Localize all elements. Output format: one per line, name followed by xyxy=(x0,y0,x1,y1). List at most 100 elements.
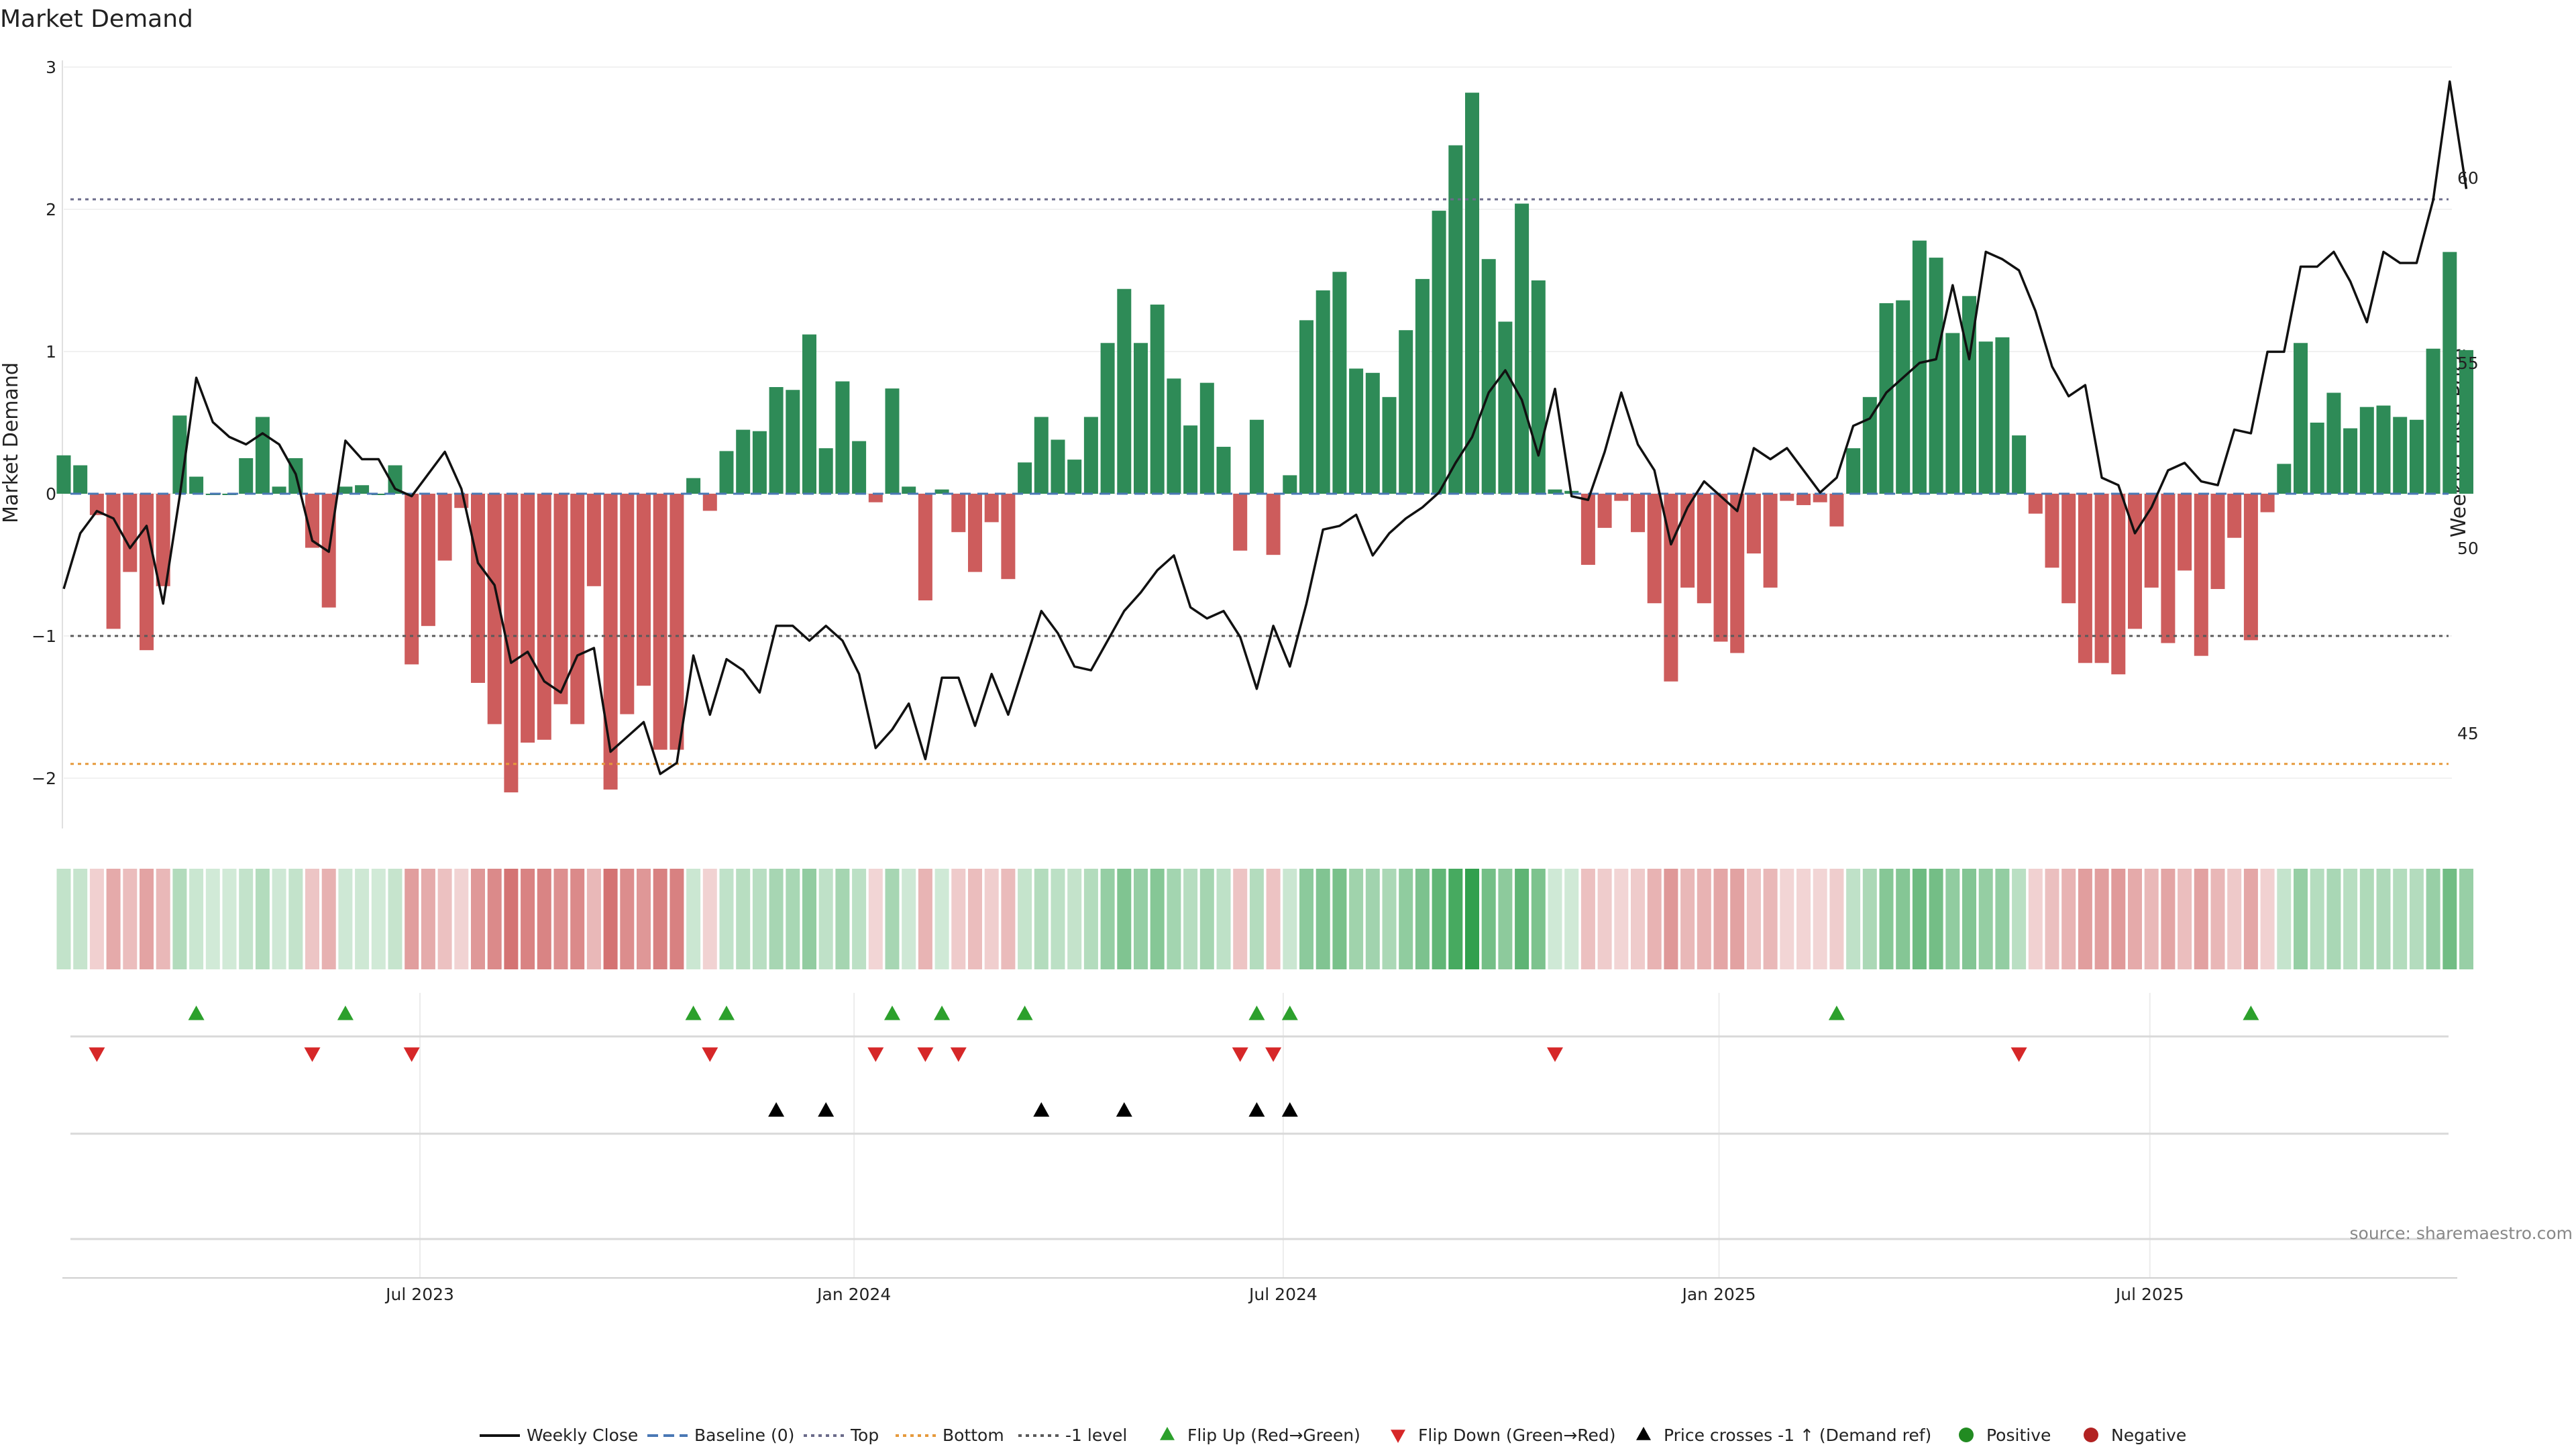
legend-label: Top xyxy=(850,1426,879,1445)
positive-bar xyxy=(786,390,800,494)
heat-cell xyxy=(769,869,784,969)
positive-bar xyxy=(835,381,850,494)
negative-bar xyxy=(2045,494,2059,568)
heat-cell xyxy=(752,869,767,969)
positive-bar xyxy=(1067,460,1082,494)
heat-cell xyxy=(2426,869,2440,969)
positive-bar xyxy=(1399,330,1413,494)
heat-cell xyxy=(686,869,701,969)
heat-cell xyxy=(1399,869,1413,969)
positive-bar xyxy=(902,486,916,494)
heat-cell xyxy=(2359,869,2374,969)
heat-cell xyxy=(669,869,684,969)
negative-bar xyxy=(868,494,883,502)
heat-cell xyxy=(371,869,386,969)
heat-cell xyxy=(2045,869,2059,969)
flip-up-marker xyxy=(1248,1006,1265,1020)
positive-bar xyxy=(1448,145,1463,494)
flip-up-marker xyxy=(1281,1006,1298,1020)
negative-bar xyxy=(620,494,635,714)
heat-cell xyxy=(2393,869,2408,969)
negative-bar xyxy=(984,494,999,523)
positive-bar xyxy=(1316,290,1330,494)
positive-bar xyxy=(1167,378,1181,494)
heat-cell xyxy=(2144,869,2159,969)
heat-cell xyxy=(2294,869,2308,969)
flip-down-marker xyxy=(304,1047,321,1062)
heat-cell xyxy=(1365,869,1380,969)
negative-bar xyxy=(106,494,121,629)
flip-down-marker xyxy=(1232,1047,1248,1062)
positive-bar xyxy=(1150,305,1165,494)
heat-cell xyxy=(405,869,419,969)
positive-bar xyxy=(2277,464,2292,494)
negative-bar xyxy=(2078,494,2092,663)
heat-cell xyxy=(355,869,370,969)
heat-cell xyxy=(2210,869,2225,969)
positive-bar xyxy=(1100,343,1115,494)
price-series xyxy=(62,80,2468,775)
price-cross-marker xyxy=(1248,1102,1265,1117)
heat-cell xyxy=(2194,869,2208,969)
price-cross-marker xyxy=(1281,1102,1298,1117)
positive-bar xyxy=(388,465,402,494)
heat-cell xyxy=(1896,869,1911,969)
positive-bar xyxy=(1332,272,1347,494)
positive-bar xyxy=(1465,93,1479,494)
negative-bar xyxy=(702,494,717,511)
x-axis-ticks: Jul 2023 Jan 2024 Jul 2024 Jan 2025 Jul 2025 xyxy=(384,1285,2184,1304)
heat-cell xyxy=(1216,869,1231,969)
heat-cell xyxy=(2409,869,2424,969)
heat-cell xyxy=(852,869,867,969)
heat-cell xyxy=(1846,869,1861,969)
negative-bar xyxy=(570,494,585,724)
heat-cell xyxy=(1266,869,1281,969)
negative-bar xyxy=(2194,494,2208,656)
legend-label: Positive xyxy=(1986,1426,2051,1445)
weekly-close-line xyxy=(62,80,2468,775)
heat-cell xyxy=(1929,869,1943,969)
negative-bar xyxy=(537,494,551,740)
negative-bar xyxy=(1614,494,1629,501)
legend-label: Flip Up (Red→Green) xyxy=(1187,1426,1360,1445)
negative-bar xyxy=(504,494,519,793)
heat-cell xyxy=(1299,869,1313,969)
price-cross-marker xyxy=(1116,1102,1132,1117)
positive-bar xyxy=(885,388,900,494)
heat-cell xyxy=(603,869,618,969)
heat-cell xyxy=(521,869,535,969)
heat-cell xyxy=(2128,869,2142,969)
negative-bar xyxy=(2243,494,2258,641)
legend-label: Flip Down (Green→Red) xyxy=(1418,1426,1616,1445)
heat-cell xyxy=(1597,869,1612,969)
heat-cell xyxy=(1167,869,1181,969)
heat-cell xyxy=(1117,869,1132,969)
event-markers xyxy=(89,1006,2259,1117)
positive-bar xyxy=(1283,475,1297,494)
heat-cell xyxy=(1912,869,1927,969)
heat-cell xyxy=(1564,869,1579,969)
positive-bar xyxy=(1498,321,1513,494)
negative-bar xyxy=(637,494,651,686)
positive-bar xyxy=(1365,372,1380,494)
y-axis-label: Market Demand xyxy=(0,362,23,523)
heat-cell xyxy=(951,869,966,969)
positive-bar xyxy=(1051,439,1065,494)
negative-bar xyxy=(1697,494,1711,604)
heat-cell xyxy=(1531,869,1546,969)
heat-cell xyxy=(1548,869,1562,969)
positive-bar xyxy=(1299,320,1313,494)
heat-cell xyxy=(1498,869,1513,969)
negative-bar xyxy=(2128,494,2142,629)
y2-tick-label: 45 xyxy=(2457,724,2479,743)
heat-cell xyxy=(537,869,551,969)
heat-cell xyxy=(736,869,751,969)
positive-bar xyxy=(752,431,767,494)
y-tick-label: −1 xyxy=(32,627,56,646)
heat-cell xyxy=(1664,869,1678,969)
positive-bar xyxy=(1995,337,2010,494)
heat-cell xyxy=(1746,869,1761,969)
heat-cell xyxy=(1631,869,1645,969)
positive-bar xyxy=(1183,425,1198,494)
